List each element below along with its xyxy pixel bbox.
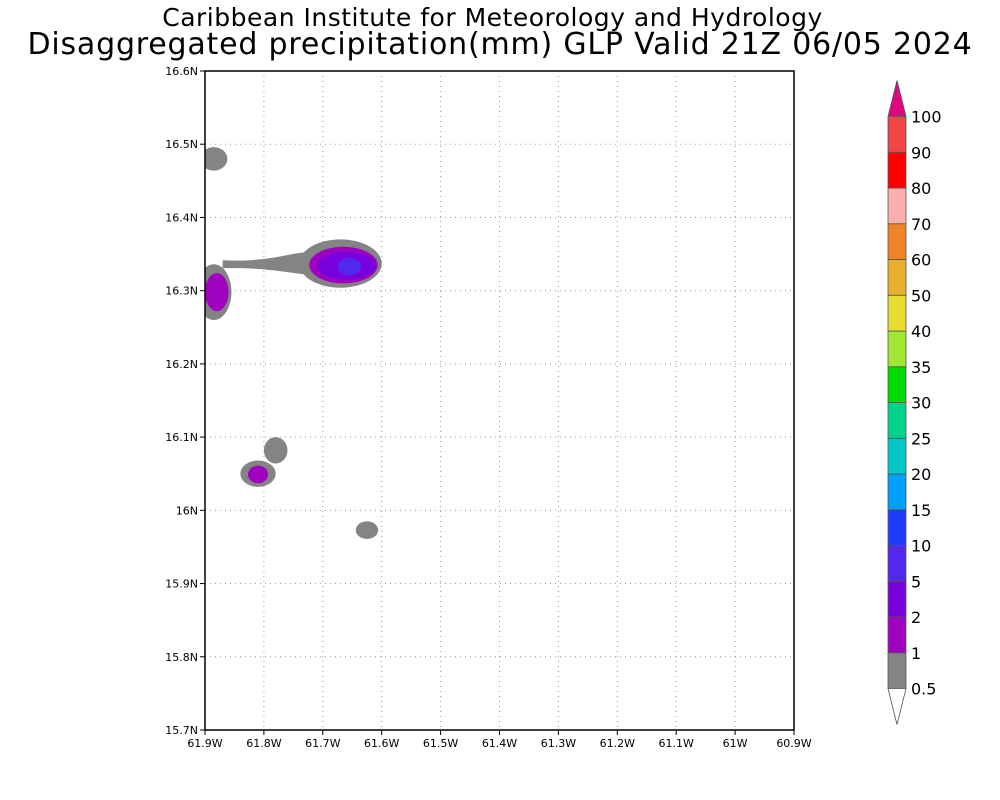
colorbar-label: 5 [911,572,921,591]
colorbar-swatch [887,402,907,439]
precipitation-layer [205,147,382,539]
x-tick-label: 61.5W [423,737,458,750]
y-tick-label: 16N [176,504,198,517]
gridlines [205,71,794,730]
x-tick-label: 61.9W [187,737,222,750]
y-tick-label: 16.4N [165,211,198,224]
x-tick-label: 61.4W [482,737,517,750]
colorbar-swatch [887,116,907,153]
y-tick-label: 15.9N [165,578,198,591]
y-tick-label: 15.7N [165,724,198,737]
colorbar-swatch [887,580,907,618]
colorbar-swatch [887,437,907,475]
cell-south-central-level-2 [247,465,269,484]
cell-west-edge-mid-level-2 [205,273,229,312]
colorbar-label: 0.5 [911,680,936,699]
x-tick-label: 60.9W [776,737,811,750]
colorbar-label: 50 [911,286,931,305]
colorbar-swatch [887,151,907,189]
colorbar-label: 100 [911,108,942,127]
colorbar-swatch [887,223,907,260]
x-tick-label: 61W [723,737,748,750]
colorbar-label: 15 [911,501,931,520]
y-tick-label: 16.5N [165,138,198,151]
colorbar-swatch [887,509,907,546]
colorbar-label: 1 [911,644,921,663]
y-tick-label: 16.2N [165,358,198,371]
rain-bridge-north [222,252,306,275]
colorbar-top-arrow [887,80,907,117]
x-tick-label: 61.6W [364,737,399,750]
colorbar-label: 20 [911,465,931,484]
y-tick-label: 16.6N [165,65,198,78]
chart-title-product: Disaggregated precipitation(mm) GLP Vali… [27,27,973,62]
x-tick-label: 61.7W [305,737,340,750]
colorbar-swatch [887,616,907,654]
colorbar-label: 30 [911,394,931,413]
cell-south-central-level-1 [263,437,288,464]
x-tick-label: 61.1W [659,737,694,750]
colorbar-label: 70 [911,215,931,234]
x-tick-label: 61.3W [541,737,576,750]
x-tick-label: 61.2W [600,737,635,750]
colorbar-swatch [887,330,907,368]
y-tick-label: 16.1N [165,431,198,444]
colorbar-swatch [887,366,907,403]
colorbar-label: 40 [911,322,931,341]
y-tick-label: 16.3N [165,285,198,298]
x-tick-label: 61.8W [246,737,281,750]
chart-title-institution: Caribbean Institute for Meteorology and … [162,3,823,32]
cell-central-north-level-4 [337,257,362,276]
colorbar-label: 25 [911,429,931,448]
colorbar-label: 2 [911,608,921,627]
colorbar-bottom-arrow [887,688,907,725]
colorbar-label: 60 [911,251,931,270]
colorbar-swatch [887,294,907,332]
colorbar-label: 90 [911,143,931,162]
axis-ticks: 61.9W 61.8W 61.7W 61.6W 61.5W 61.4W 61.3W 61.2W… [165,65,812,750]
cell-west-edge-top-level-1 [205,147,228,171]
cell-south-small-level-1 [355,521,379,539]
colorbar-swatch [887,259,907,296]
colorbar-label: 10 [911,537,931,556]
colorbar-swatch [887,187,907,225]
colorbar-swatch [887,473,907,511]
colorbar-label: 35 [911,358,931,377]
colorbar-label: 80 [911,179,931,198]
colorbar-swatch [887,545,907,582]
y-tick-label: 15.8N [165,651,198,664]
colorbar-swatch [887,652,907,689]
